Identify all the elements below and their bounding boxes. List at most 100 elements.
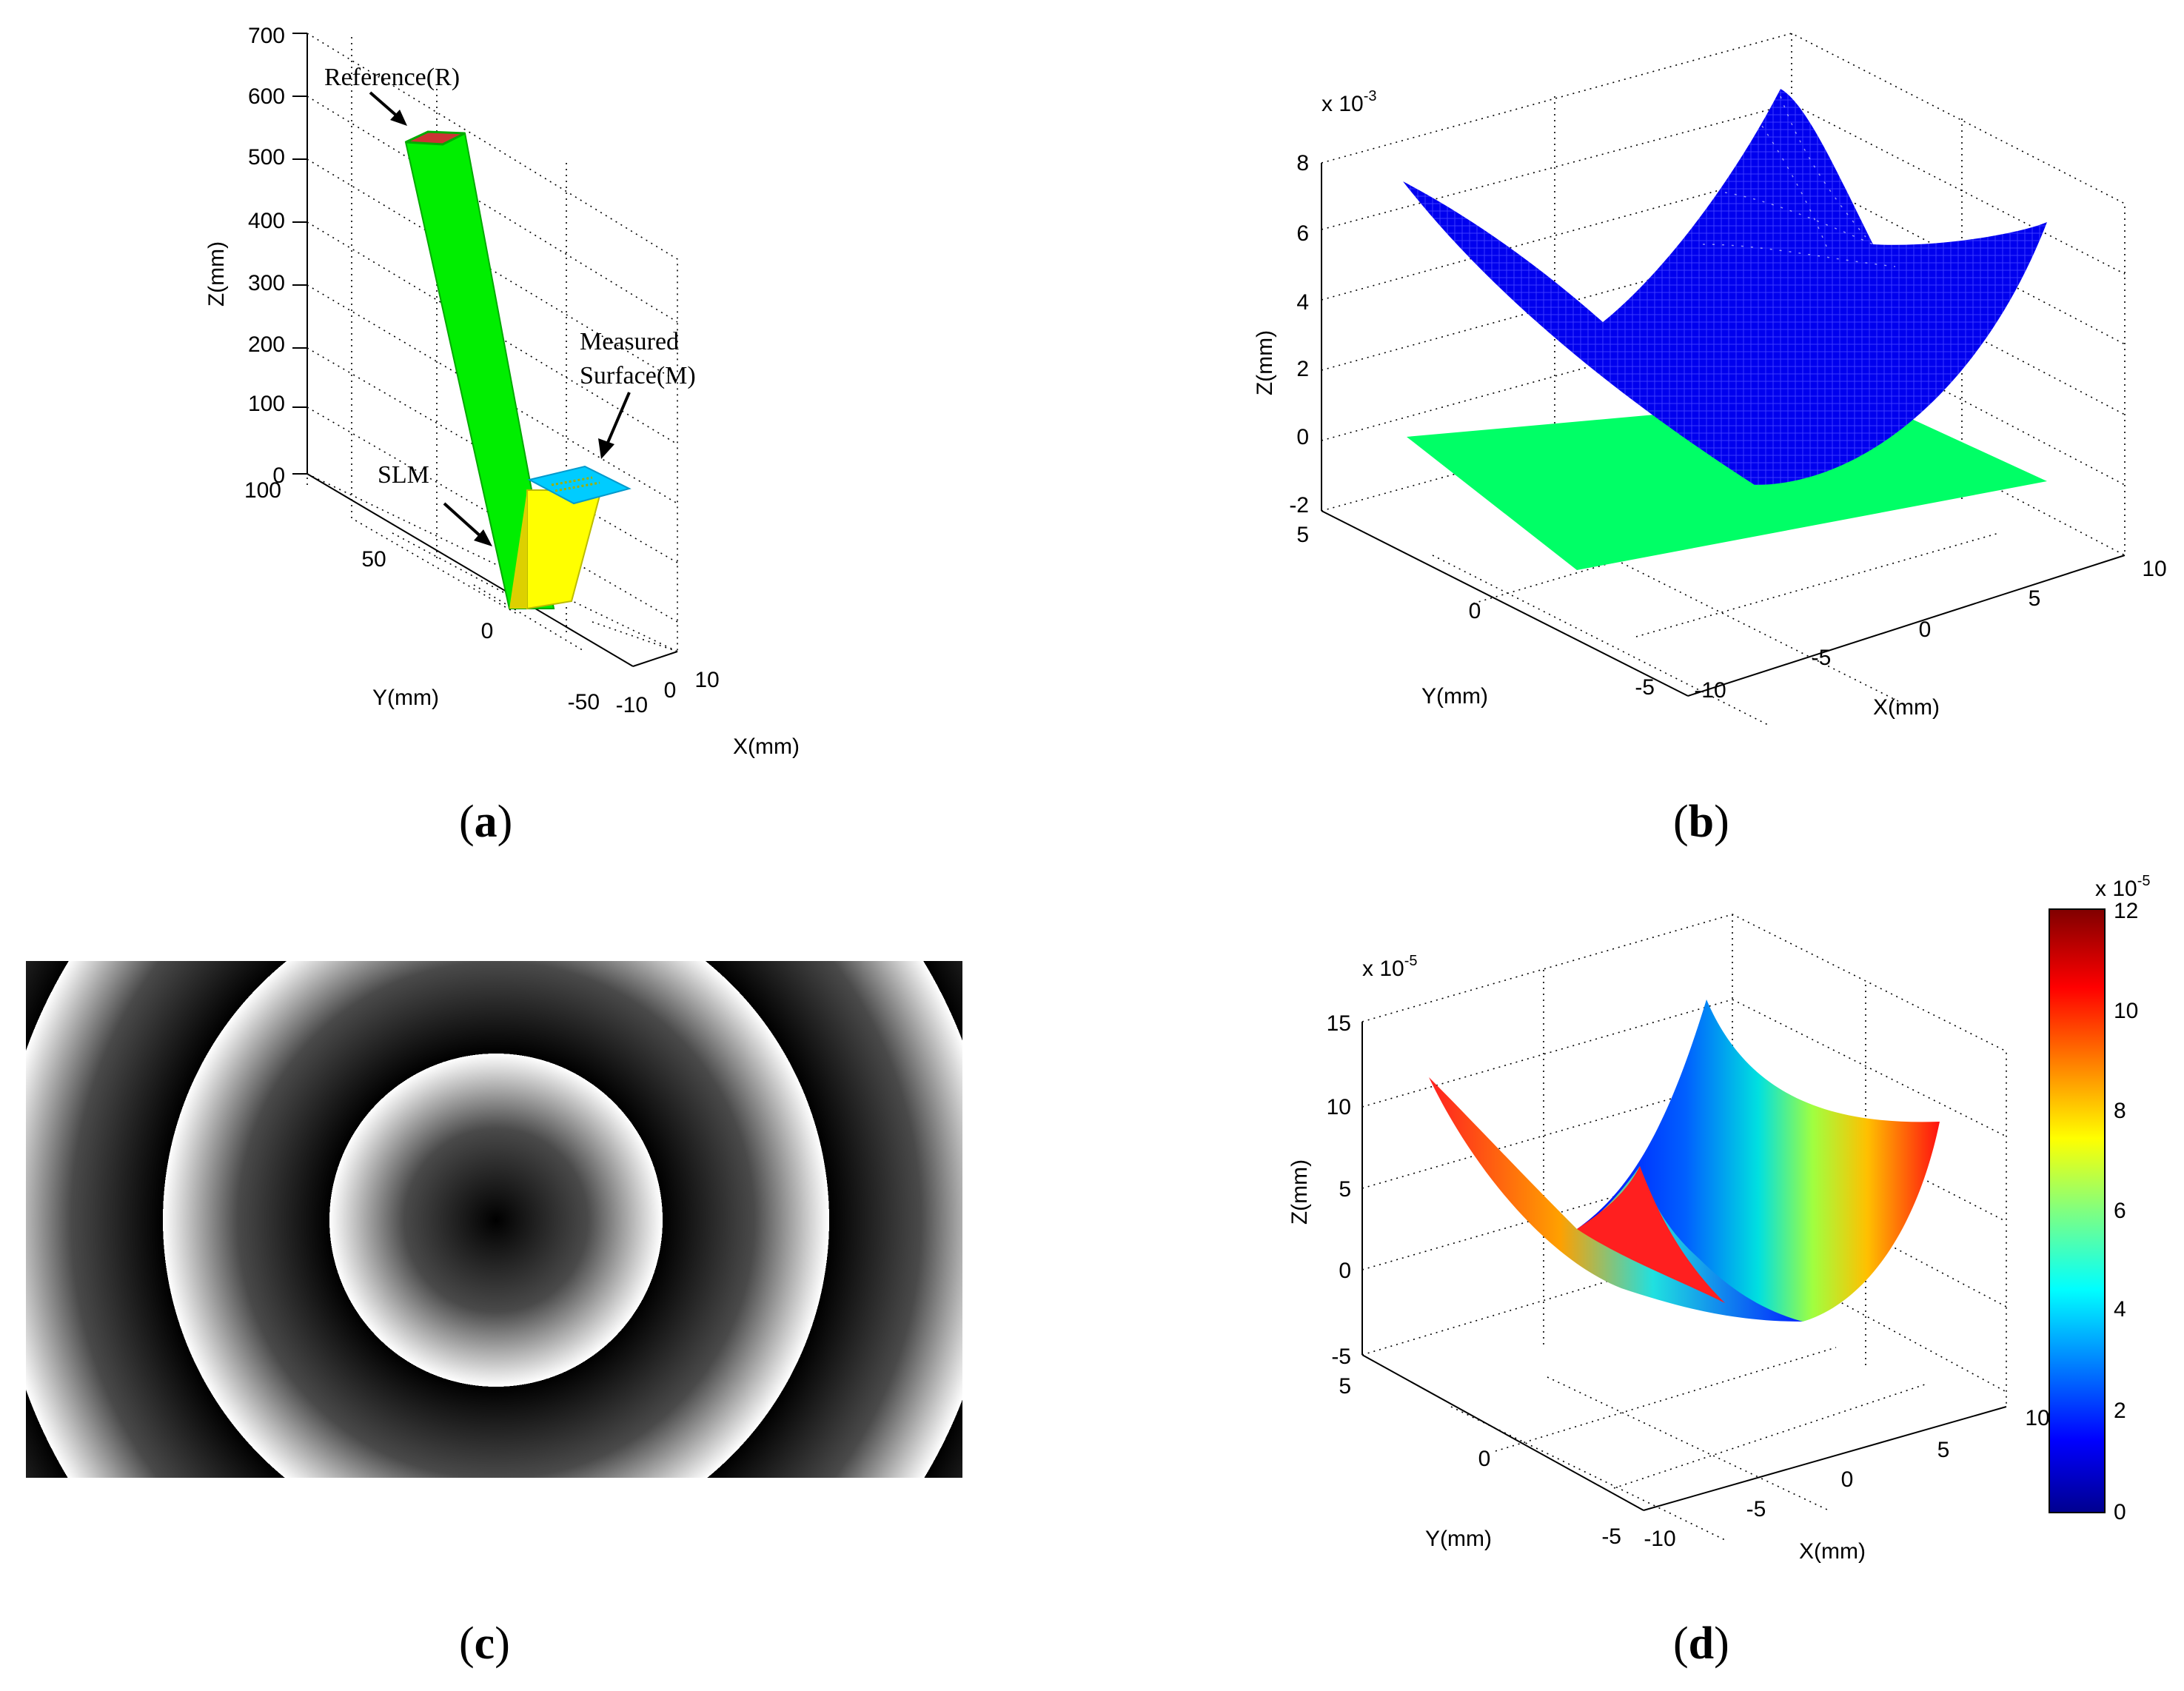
reference-cap [405,130,466,146]
a-y-axis-label: Y(mm) [372,686,439,710]
panel-d: x 10-5 15 10 5 0 -5 Z(mm) 5 0 -5 Y(mm) -… [1287,873,2151,1669]
panel-b-x-ticks: -10 -5 0 5 10 [1694,557,2166,703]
arrow-reference [369,91,401,120]
a-z-tick-0: 0 [272,463,285,488]
a-z-tick-600: 600 [248,84,285,109]
d-z-tick-5: 5 [1339,1177,1351,1202]
b-z-tick-minus2: -2 [1289,493,1309,518]
a-x-tick-0: 0 [664,678,677,703]
panel-label-d: (d) [1673,1618,1729,1669]
panel-b-y-ticks: 5 0 -5 [1296,523,1655,700]
b-z-exponent: x 10-3 [1322,88,1377,116]
beam-to-surface-side [509,490,527,609]
measured-surface-plate [527,465,632,505]
panel-a-axes [292,33,678,667]
colorbar-tick-4: 4 [2114,1297,2126,1322]
panel-b: x 10-3 8 6 4 2 0 -2 Z(mm) 5 0 -5 Y(mm) -… [1253,33,2167,847]
panel-d-axes [1361,1022,2007,1511]
a-x-axis-label: X(mm) [733,734,800,759]
panel-b-z-ticks: 8 6 4 2 0 -2 [1289,151,1309,518]
panel-d-y-ticks: 5 0 -5 [1339,1374,1621,1549]
d-z-axis-label: Z(mm) [1287,1159,1312,1225]
d-y-axis-label: Y(mm) [1425,1527,1492,1551]
d-x-tick-0: 0 [1841,1467,1854,1492]
b-y-tick-minus5: -5 [1635,675,1655,700]
a-z-tick-400: 400 [248,209,285,233]
panel-c: (c) [26,961,962,1669]
b-y-tick-0: 0 [1469,599,1481,623]
colorbar-tick-0: 0 [2114,1500,2126,1524]
arrow-slm [443,502,483,538]
b-z-tick-4: 4 [1296,290,1309,315]
d-z-tick-minus5: -5 [1331,1345,1351,1369]
panel-a-z-ticks: 0 100 200 300 400 500 600 700 [248,24,285,488]
annotation-slm: SLM [378,461,429,489]
arrowhead-slm [474,529,492,546]
panel-label-b: (b) [1673,797,1729,847]
b-y-axis-label: Y(mm) [1421,684,1488,709]
panel-label-a: (a) [459,797,512,847]
a-y-tick-0: 0 [481,619,494,643]
a-z-axis-label: Z(mm) [204,241,229,307]
surface-hatch [551,476,600,492]
d-z-tick-15: 15 [1327,1011,1351,1036]
a-x-tick-10: 10 [694,668,719,692]
d-z-tick-0: 0 [1339,1259,1351,1283]
b-mesh-highlights [1702,96,1896,267]
d-z-exponent: x 10-5 [1362,953,1418,981]
panel-a-x-ticks: -10 0 10 [616,668,720,717]
d-z-tick-10: 10 [1327,1095,1351,1119]
d-x-tick-10: 10 [2025,1406,2049,1430]
b-x-tick-minus10: -10 [1694,678,1726,703]
b-z-tick-2: 2 [1296,357,1309,381]
d-y-tick-0: 0 [1478,1447,1491,1471]
d-x-tick-5: 5 [1937,1438,1950,1462]
b-x-axis-label: X(mm) [1873,695,1940,720]
b-z-tick-0: 0 [1296,425,1309,449]
panel-d-x-ticks: -10 -5 0 5 10 [1644,1406,2049,1551]
b-y-tick-5: 5 [1296,523,1309,547]
b-x-tick-5: 5 [2029,586,2041,611]
a-y-tick-100: 100 [244,478,281,503]
b-z-axis-label: Z(mm) [1253,330,1277,395]
b-paraboloid-mesh [1403,89,2047,485]
arrowhead-surface [598,438,614,459]
d-x-tick-minus5: -5 [1746,1497,1766,1521]
arrowhead-reference [390,110,407,126]
colorbar-exponent: x 10-5 [2095,873,2151,901]
colorbar-tick-6: 6 [2114,1199,2126,1223]
b-z-tick-8: 8 [1296,151,1309,175]
b-z-tick-6: 6 [1296,221,1309,246]
a-y-tick-50: 50 [361,547,386,572]
panel-a: 0 100 200 300 400 500 600 700 Z(mm) 100 … [204,24,800,847]
panel-a-y-ticks: 100 50 0 -50 [244,478,600,714]
a-y-tick-minus50: -50 [568,690,600,714]
arrow-surface [606,392,631,445]
annotation-reference: Reference(R) [324,64,460,91]
colorbar-tick-8: 8 [2114,1099,2126,1123]
b-x-tick-0: 0 [1919,617,1932,642]
d-y-tick-5: 5 [1339,1374,1351,1399]
d-x-axis-label: X(mm) [1799,1539,1866,1564]
colorbar-tick-2: 2 [2114,1399,2126,1423]
colorbar-tick-12: 12 [2114,899,2138,923]
phase-rings-image [26,961,962,1478]
d-x-tick-minus10: -10 [1644,1527,1675,1551]
b-x-tick-10: 10 [2142,557,2166,581]
colorbar-tick-10: 10 [2114,999,2138,1023]
annotation-surface: Surface(M) [580,362,696,389]
a-z-tick-300: 300 [248,271,285,295]
colorbar-ticks: 12 10 8 6 4 2 0 [2114,899,2138,1524]
a-x-tick-minus10: -10 [616,693,648,717]
panel-label-c: (c) [459,1618,510,1669]
a-z-tick-100: 100 [248,392,285,416]
annotation-measured: Measured [580,328,679,355]
b-x-tick-minus5: -5 [1812,646,1832,670]
d-y-tick-minus5: -5 [1601,1524,1621,1549]
colorbar [2049,908,2106,1513]
a-z-tick-700: 700 [248,24,285,48]
d-surface-fold [1577,1166,1725,1303]
panel-b-axes [1321,163,2126,697]
beam-to-surface [526,489,603,610]
